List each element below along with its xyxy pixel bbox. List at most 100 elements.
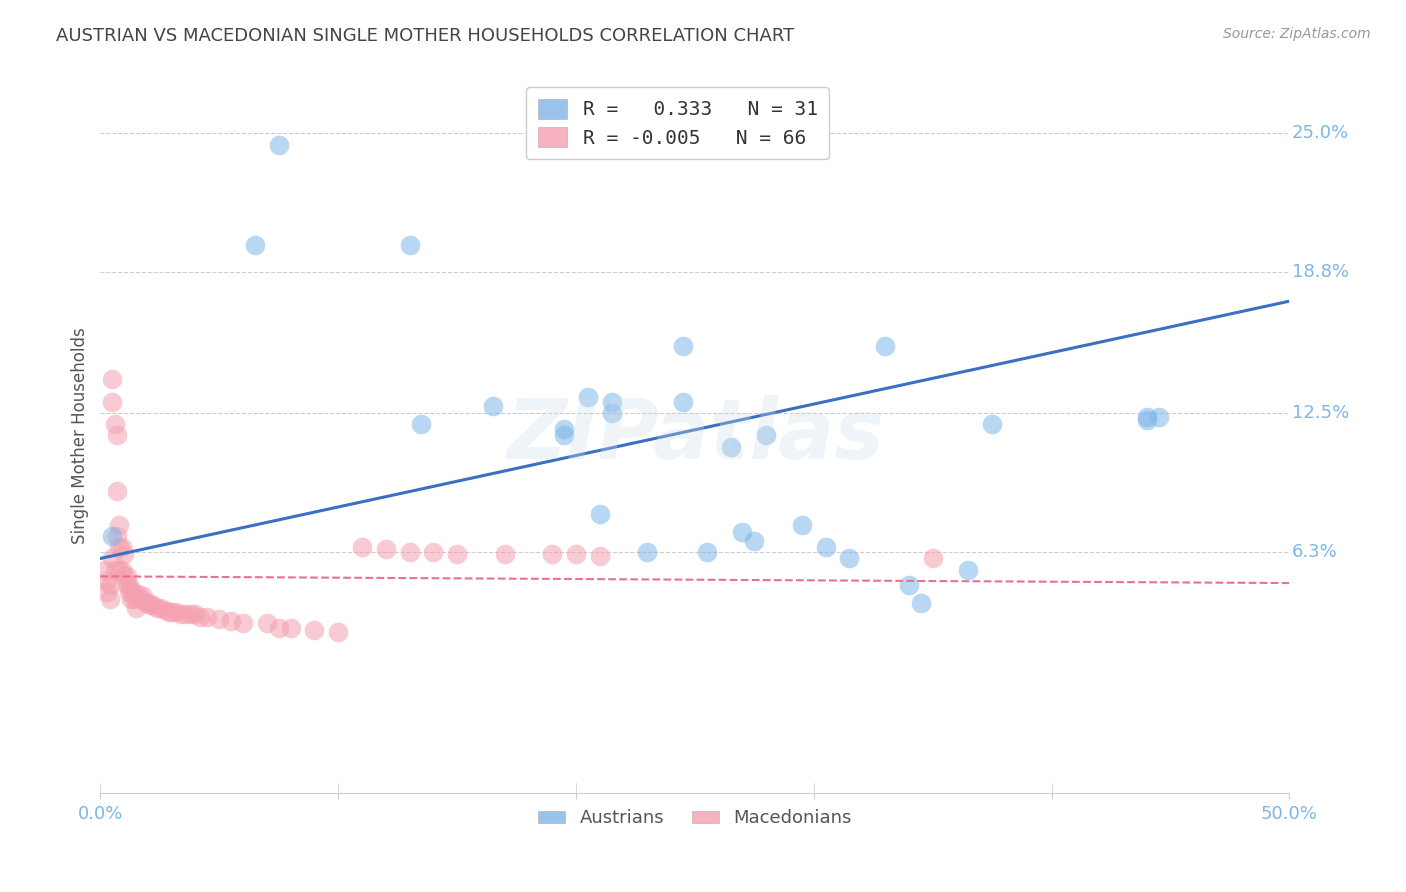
- Point: [565, 547, 588, 561]
- Point: [814, 541, 837, 555]
- Point: [576, 390, 599, 404]
- Legend: Austrians, Macedonians: Austrians, Macedonians: [531, 802, 859, 834]
- Point: [541, 547, 564, 561]
- Point: [122, 591, 145, 606]
- Point: [153, 603, 176, 617]
- Text: 50.0%: 50.0%: [1261, 805, 1317, 822]
- Point: [136, 596, 159, 610]
- Point: [174, 607, 197, 622]
- Point: [1136, 413, 1159, 427]
- Point: [188, 609, 211, 624]
- Point: [180, 607, 202, 622]
- Text: 18.8%: 18.8%: [1292, 263, 1348, 281]
- Point: [219, 614, 242, 628]
- Point: [115, 578, 138, 592]
- Point: [104, 417, 127, 432]
- Point: [636, 545, 658, 559]
- Point: [125, 587, 148, 601]
- Point: [125, 600, 148, 615]
- Point: [256, 616, 278, 631]
- Text: ZIPatlas: ZIPatlas: [506, 395, 884, 476]
- Point: [195, 609, 218, 624]
- Point: [157, 605, 180, 619]
- Point: [838, 551, 860, 566]
- Point: [755, 428, 778, 442]
- Point: [160, 605, 183, 619]
- Point: [600, 394, 623, 409]
- Point: [897, 578, 920, 592]
- Point: [232, 616, 254, 631]
- Point: [921, 551, 943, 566]
- Point: [108, 541, 131, 555]
- Text: 6.3%: 6.3%: [1292, 542, 1337, 561]
- Point: [672, 394, 695, 409]
- Point: [101, 551, 124, 566]
- Point: [129, 591, 152, 606]
- Text: Source: ZipAtlas.com: Source: ZipAtlas.com: [1223, 27, 1371, 41]
- Point: [118, 585, 141, 599]
- Point: [589, 549, 612, 564]
- Point: [1147, 410, 1170, 425]
- Point: [111, 541, 134, 555]
- Point: [875, 339, 897, 353]
- Point: [98, 591, 121, 606]
- Y-axis label: Single Mother Households: Single Mother Households: [72, 327, 89, 544]
- Point: [142, 599, 165, 613]
- Point: [112, 569, 135, 583]
- Point: [267, 137, 290, 152]
- Point: [120, 582, 142, 597]
- Point: [146, 600, 169, 615]
- Point: [280, 621, 302, 635]
- Point: [446, 547, 468, 561]
- Point: [267, 621, 290, 635]
- Point: [170, 607, 193, 622]
- Point: [105, 428, 128, 442]
- Point: [600, 406, 623, 420]
- Point: [118, 578, 141, 592]
- Text: AUSTRIAN VS MACEDONIAN SINGLE MOTHER HOUSEHOLDS CORRELATION CHART: AUSTRIAN VS MACEDONIAN SINGLE MOTHER HOU…: [56, 27, 794, 45]
- Point: [184, 607, 207, 622]
- Point: [94, 563, 117, 577]
- Point: [981, 417, 1004, 432]
- Point: [720, 440, 742, 454]
- Point: [350, 541, 373, 555]
- Point: [790, 517, 813, 532]
- Point: [101, 394, 124, 409]
- Text: 12.5%: 12.5%: [1292, 404, 1348, 422]
- Point: [1136, 410, 1159, 425]
- Point: [101, 372, 124, 386]
- Point: [108, 517, 131, 532]
- Point: [494, 547, 516, 561]
- Point: [98, 578, 121, 592]
- Point: [105, 529, 128, 543]
- Point: [398, 545, 420, 559]
- Point: [127, 587, 149, 601]
- Point: [422, 545, 444, 559]
- Point: [108, 563, 131, 577]
- Point: [696, 545, 718, 559]
- Point: [96, 585, 118, 599]
- Point: [208, 612, 231, 626]
- Point: [731, 524, 754, 539]
- Point: [411, 417, 433, 432]
- Point: [139, 599, 162, 613]
- Point: [112, 547, 135, 561]
- Text: 25.0%: 25.0%: [1292, 124, 1348, 143]
- Point: [589, 507, 612, 521]
- Point: [553, 422, 575, 436]
- Point: [101, 529, 124, 543]
- Point: [104, 563, 127, 577]
- Point: [304, 623, 326, 637]
- Point: [481, 400, 503, 414]
- Point: [96, 574, 118, 588]
- Point: [135, 596, 157, 610]
- Point: [328, 625, 350, 640]
- Point: [111, 563, 134, 577]
- Point: [132, 590, 155, 604]
- Point: [105, 484, 128, 499]
- Point: [165, 605, 187, 619]
- Text: 0.0%: 0.0%: [77, 805, 124, 822]
- Point: [115, 569, 138, 583]
- Point: [243, 238, 266, 252]
- Point: [374, 542, 396, 557]
